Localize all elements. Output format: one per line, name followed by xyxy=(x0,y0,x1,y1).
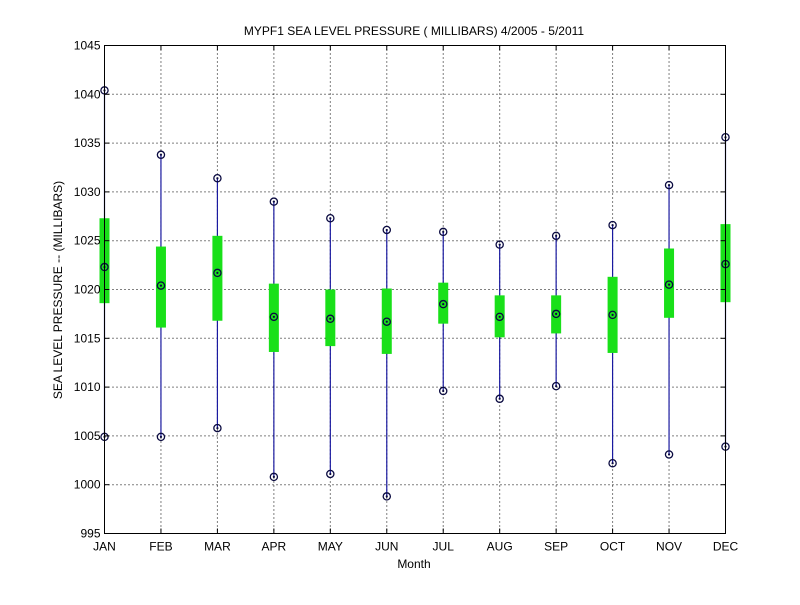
plot-frame xyxy=(104,45,726,534)
max-marker xyxy=(608,220,617,230)
max-marker xyxy=(269,197,279,206)
y-tick-label: 995 xyxy=(80,527,100,541)
min-marker xyxy=(269,472,279,482)
min-marker-dot xyxy=(216,426,219,430)
min-marker xyxy=(495,394,504,404)
min-marker-dot xyxy=(667,453,671,456)
min-marker-dot xyxy=(442,389,445,393)
mean-marker xyxy=(438,299,448,309)
mean-marker xyxy=(326,314,335,324)
x-tick-label: SEP xyxy=(544,540,568,554)
box-range xyxy=(664,248,675,318)
max-marker xyxy=(382,225,392,235)
max-marker xyxy=(326,214,335,223)
min-marker-dot xyxy=(611,462,614,465)
mean-marker-dot xyxy=(385,320,388,323)
mean-marker-dot xyxy=(159,284,163,287)
y-tick-label: 1045 xyxy=(74,39,101,53)
mean-marker xyxy=(269,312,279,322)
box-range xyxy=(155,246,166,328)
box-range xyxy=(212,235,223,321)
x-tick-label: OCT xyxy=(600,540,626,554)
max-marker xyxy=(438,227,448,237)
max-marker-dot xyxy=(442,230,445,234)
max-marker-dot xyxy=(216,177,219,180)
y-tick-label: 1025 xyxy=(74,234,101,248)
mean-marker xyxy=(213,268,222,278)
mean-marker xyxy=(156,281,166,290)
y-axis-label: SEA LEVEL PRESSURE -- (MILLIBARS) xyxy=(51,181,65,399)
min-marker xyxy=(156,432,166,442)
y-tick-label: 1010 xyxy=(74,380,101,394)
mean-marker-dot xyxy=(216,271,219,275)
chart-title: MYPF1 SEA LEVEL PRESSURE ( MILLIBARS) 4/… xyxy=(244,24,584,38)
max-marker-dot xyxy=(667,183,671,187)
max-marker xyxy=(495,240,504,249)
y-tick-label: 1015 xyxy=(74,331,101,345)
min-marker xyxy=(608,458,617,468)
max-marker-dot xyxy=(159,153,163,156)
mean-marker-dot xyxy=(555,312,558,315)
mean-marker-dot xyxy=(667,283,671,286)
mean-marker xyxy=(664,280,674,289)
grid xyxy=(104,45,726,534)
max-marker xyxy=(156,150,166,160)
x-tick-label: JUN xyxy=(375,540,398,554)
min-marker-dot xyxy=(159,435,163,438)
min-marker xyxy=(551,381,561,391)
min-marker-dot xyxy=(498,397,501,400)
mean-marker xyxy=(608,310,617,320)
max-marker-dot xyxy=(555,234,558,237)
max-marker-dot xyxy=(272,200,275,203)
mean-marker xyxy=(495,312,504,322)
max-marker-dot xyxy=(329,217,332,220)
y-tick-label: 1030 xyxy=(74,185,101,199)
data-series xyxy=(99,86,731,501)
min-marker xyxy=(326,469,335,479)
min-marker-dot xyxy=(272,475,275,478)
min-marker-dot xyxy=(329,472,332,476)
y-tick-label: 1020 xyxy=(74,283,101,297)
min-marker xyxy=(664,450,674,459)
max-marker-dot xyxy=(385,228,388,232)
ticks: 995 1000 1005 1010 1015 1020 1025 1030 1035 1040 1… xyxy=(74,39,739,554)
min-marker xyxy=(438,386,448,396)
max-marker-dot xyxy=(498,243,501,246)
max-marker xyxy=(664,180,674,190)
x-tick-label: APR xyxy=(262,540,287,554)
x-tick-label: MAY xyxy=(318,540,343,554)
min-marker xyxy=(382,492,392,501)
max-marker-dot xyxy=(611,223,614,227)
x-tick-label: JUL xyxy=(433,540,455,554)
y-tick-label: 1000 xyxy=(74,478,101,492)
x-tick-label: DEC xyxy=(713,540,739,554)
mean-marker xyxy=(551,309,561,319)
mean-marker xyxy=(382,317,392,326)
y-tick-label: 1040 xyxy=(74,87,101,101)
y-tick-label: 1035 xyxy=(74,136,101,150)
mean-marker-dot xyxy=(442,303,445,306)
x-tick-label: NOV xyxy=(656,540,682,554)
max-marker xyxy=(213,173,222,183)
min-marker xyxy=(213,423,222,433)
mean-marker-dot xyxy=(498,315,501,318)
min-marker-dot xyxy=(385,495,388,498)
mean-marker-dot xyxy=(329,317,332,320)
min-marker-dot xyxy=(555,385,558,388)
x-tick-label: AUG xyxy=(487,540,513,554)
mean-marker-dot xyxy=(272,315,275,318)
mean-marker-dot xyxy=(611,313,614,316)
max-marker xyxy=(551,231,561,241)
x-tick-label: MAR xyxy=(204,540,231,554)
x-axis-label: Month xyxy=(397,557,430,571)
x-tick-label: JAN xyxy=(93,540,116,554)
x-tick-label: FEB xyxy=(149,540,172,554)
y-tick-label: 1005 xyxy=(74,429,101,443)
